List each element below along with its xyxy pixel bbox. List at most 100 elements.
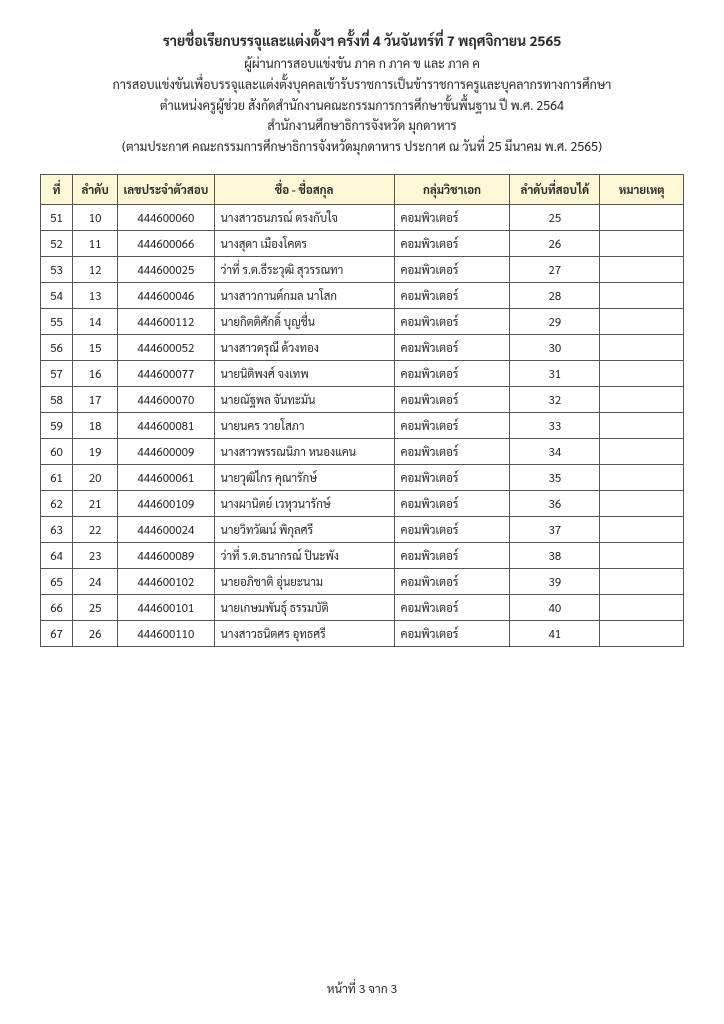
table-row: 5918444600081นายนคร วายโสภาคอมพิวเตอร์33 xyxy=(41,412,684,438)
table-cell: นายณัฐพล จันทะมัน xyxy=(214,386,394,412)
table-cell: 35 xyxy=(510,464,600,490)
table-body: 5110444600060นางสาวธนภรณ์ ตรงกับใจคอมพิว… xyxy=(41,204,684,646)
table-cell: คอมพิวเตอร์ xyxy=(394,594,510,620)
table-row: 5312444600025ว่าที่ ร.ต.ธีระวุฒิ สุวรรณท… xyxy=(41,256,684,282)
table-cell xyxy=(600,594,684,620)
col-header-note: หมายเหตุ xyxy=(600,174,684,204)
table-cell: 32 xyxy=(510,386,600,412)
table-cell: นางสาวดรุณี ด้วงทอง xyxy=(214,334,394,360)
table-cell: 25 xyxy=(73,594,118,620)
table-cell: 444600066 xyxy=(118,230,214,256)
col-header-passed: ลำดับที่สอบได้ xyxy=(510,174,600,204)
table-cell: 36 xyxy=(510,490,600,516)
table-cell: 66 xyxy=(41,594,73,620)
table-cell xyxy=(600,490,684,516)
table-cell: 18 xyxy=(73,412,118,438)
table-cell xyxy=(600,282,684,308)
table-cell: นางสุดา เมืองโคตร xyxy=(214,230,394,256)
table-cell: 444600046 xyxy=(118,282,214,308)
table-cell: 37 xyxy=(510,516,600,542)
table-cell: 444600009 xyxy=(118,438,214,464)
table-cell: 10 xyxy=(73,204,118,230)
table-cell: 64 xyxy=(41,542,73,568)
table-cell: นางสาวธนิตศร อุทธศรี xyxy=(214,620,394,646)
table-cell: คอมพิวเตอร์ xyxy=(394,386,510,412)
table-cell: 444600102 xyxy=(118,568,214,594)
col-header-rank: ลำดับ xyxy=(73,174,118,204)
table-cell: คอมพิวเตอร์ xyxy=(394,542,510,568)
table-cell: 444600024 xyxy=(118,516,214,542)
table-cell: นางผานิตย์ เวหุวนารักษ์ xyxy=(214,490,394,516)
table-cell: 31 xyxy=(510,360,600,386)
table-cell: 28 xyxy=(510,282,600,308)
table-row: 5211444600066นางสุดา เมืองโคตรคอมพิวเตอร… xyxy=(41,230,684,256)
table-row: 5110444600060นางสาวธนภรณ์ ตรงกับใจคอมพิว… xyxy=(41,204,684,230)
header-line-3: ตำแหน่งครูผู้ช่วย สังกัดสำนักงานคณะกรรมก… xyxy=(40,96,684,115)
table-row: 5514444600112นายกิตติศักดิ์ บุญชื่นคอมพิ… xyxy=(41,308,684,334)
table-cell: 30 xyxy=(510,334,600,360)
table-cell: คอมพิวเตอร์ xyxy=(394,256,510,282)
table-cell: 444600061 xyxy=(118,464,214,490)
col-header-examno: เลขประจำตัวสอบ xyxy=(118,174,214,204)
table-cell: นายวิทวัฒน์ พิกุลศรี xyxy=(214,516,394,542)
table-cell: 444600070 xyxy=(118,386,214,412)
table-cell: 57 xyxy=(41,360,73,386)
table-cell: คอมพิวเตอร์ xyxy=(394,568,510,594)
table-cell: 444600110 xyxy=(118,620,214,646)
table-cell: นายนิติพงศ์ จงเทพ xyxy=(214,360,394,386)
table-cell: นายเกษมพันธุ์ ธรรมบัติ xyxy=(214,594,394,620)
table-cell: คอมพิวเตอร์ xyxy=(394,308,510,334)
table-cell: 24 xyxy=(73,568,118,594)
page-footer: หน้าที่ 3 จาก 3 xyxy=(0,980,724,996)
table-cell: 444600081 xyxy=(118,412,214,438)
table-cell: 444600025 xyxy=(118,256,214,282)
table-cell: คอมพิวเตอร์ xyxy=(394,438,510,464)
table-cell: นายนคร วายโสภา xyxy=(214,412,394,438)
table-cell: 33 xyxy=(510,412,600,438)
table-cell xyxy=(600,464,684,490)
table-row: 6120444600061นายวุฒิไกร คุณารักษ์คอมพิวเ… xyxy=(41,464,684,490)
table-cell xyxy=(600,204,684,230)
table-cell xyxy=(600,568,684,594)
table-cell: 63 xyxy=(41,516,73,542)
table-cell: นางสาวพรรณนิภา หนองแคน xyxy=(214,438,394,464)
table-cell: 65 xyxy=(41,568,73,594)
table-cell xyxy=(600,542,684,568)
table-cell: นางสาวกานต์กมล นาโสก xyxy=(214,282,394,308)
header-line-2: การสอบแข่งขันเพื่อบรรจุและแต่งตั้งบุคคลเ… xyxy=(40,75,684,94)
table-cell: 27 xyxy=(510,256,600,282)
table-cell: 14 xyxy=(73,308,118,334)
table-row: 6221444600109นางผานิตย์ เวหุวนารักษ์คอมพ… xyxy=(41,490,684,516)
table-cell: 444600052 xyxy=(118,334,214,360)
table-cell: 21 xyxy=(73,490,118,516)
table-cell: 39 xyxy=(510,568,600,594)
table-cell: 38 xyxy=(510,542,600,568)
table-cell: คอมพิวเตอร์ xyxy=(394,412,510,438)
table-cell: 16 xyxy=(73,360,118,386)
table-cell xyxy=(600,308,684,334)
table-cell: คอมพิวเตอร์ xyxy=(394,282,510,308)
table-cell xyxy=(600,360,684,386)
table-cell: ว่าที่ ร.ต.ธีระวุฒิ สุวรรณทา xyxy=(214,256,394,282)
col-header-index: ที่ xyxy=(41,174,73,204)
document-header: รายชื่อเรียกบรรจุและแต่งตั้งฯ ครั้งที่ 4… xyxy=(40,32,684,156)
table-cell: คอมพิวเตอร์ xyxy=(394,334,510,360)
table-cell: 444600077 xyxy=(118,360,214,386)
table-cell xyxy=(600,438,684,464)
table-cell: ว่าที่ ร.ต.ธนากรณ์ ปินะพัง xyxy=(214,542,394,568)
table-cell: 40 xyxy=(510,594,600,620)
table-cell: 15 xyxy=(73,334,118,360)
table-cell: นายวุฒิไกร คุณารักษ์ xyxy=(214,464,394,490)
table-cell: 444600109 xyxy=(118,490,214,516)
table-cell: 444600089 xyxy=(118,542,214,568)
table-cell: 61 xyxy=(41,464,73,490)
table-cell: คอมพิวเตอร์ xyxy=(394,464,510,490)
table-cell xyxy=(600,516,684,542)
table-cell: 26 xyxy=(73,620,118,646)
table-row: 6322444600024นายวิทวัฒน์ พิกุลศรีคอมพิวเ… xyxy=(41,516,684,542)
table-row: 5716444600077นายนิติพงศ์ จงเทพคอมพิวเตอร… xyxy=(41,360,684,386)
table-cell: คอมพิวเตอร์ xyxy=(394,230,510,256)
table-cell: 62 xyxy=(41,490,73,516)
col-header-subject: กลุ่มวิชาเอก xyxy=(394,174,510,204)
table-row: 6524444600102นายอภิชาติ อุ่นยะนามคอมพิวเ… xyxy=(41,568,684,594)
